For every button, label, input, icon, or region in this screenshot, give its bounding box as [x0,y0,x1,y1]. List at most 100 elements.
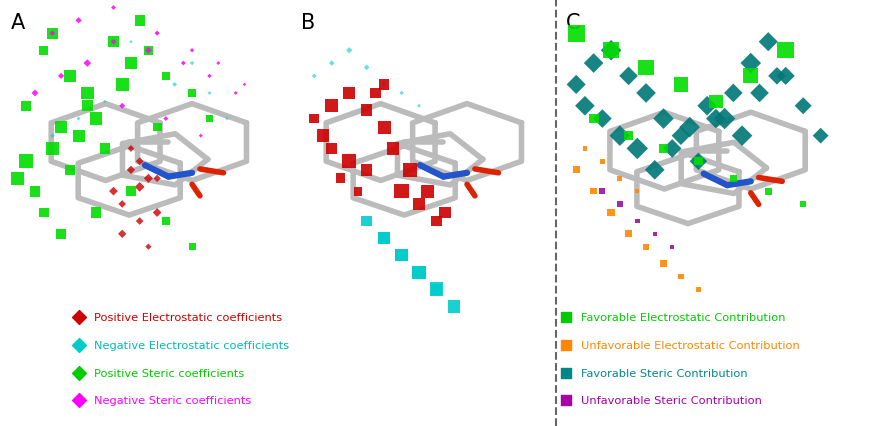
Point [622,231,636,238]
Point [595,158,609,165]
Point [115,103,129,110]
Point [54,124,68,131]
Point [691,158,705,165]
Point [718,116,732,123]
Point [377,82,391,89]
Point [430,286,443,293]
Point [569,82,583,89]
Point [150,124,164,131]
Point [237,82,251,89]
Point [604,48,618,55]
Point [37,210,51,216]
Point [229,90,243,97]
Point [395,252,409,259]
Point [185,48,199,55]
Point [395,252,409,259]
Point [124,39,138,46]
Point [342,48,356,55]
Text: C: C [566,13,581,33]
Point [203,73,217,80]
Point [691,286,705,293]
Point [89,210,103,216]
Point [150,31,164,37]
Point [412,103,426,110]
Point [559,369,573,376]
Point [19,103,33,110]
Text: Positive Electrostatic coefficients: Positive Electrostatic coefficients [94,312,282,322]
Point [578,146,592,153]
Point [395,90,409,97]
Point [28,188,42,195]
Text: B: B [301,13,315,33]
Point [72,18,86,25]
Point [203,116,217,123]
Point [656,116,670,123]
Point [648,167,662,174]
Point [368,90,382,97]
Text: Negative Electrostatic coefficients: Negative Electrostatic coefficients [94,340,290,350]
Point [150,210,164,216]
Text: A: A [10,13,24,33]
Point [141,48,155,55]
Point [622,133,636,140]
Point [656,146,670,153]
Point [307,73,321,80]
Text: Favorable Electrostatic Contribution: Favorable Electrostatic Contribution [581,312,786,322]
Point [744,60,758,67]
Point [45,31,59,37]
Point [587,116,601,123]
Point [307,116,321,123]
Point [107,39,120,46]
Point [421,188,435,195]
Point [412,269,426,276]
Point [185,60,199,67]
Point [569,31,583,37]
Point [220,116,234,123]
Point [72,116,86,123]
Point [107,188,120,195]
Point [770,73,784,80]
Point [185,244,199,250]
Point [412,201,426,208]
Point [613,176,627,182]
Point [377,124,391,131]
Point [569,167,583,174]
Point [735,133,749,140]
Point [360,218,374,225]
Point [98,146,112,153]
Point [360,65,374,72]
Text: Unfavorable Electrostatic Contribution: Unfavorable Electrostatic Contribution [581,340,801,350]
Point [141,48,155,55]
Point [796,103,810,110]
Point [613,201,627,208]
Point [665,146,679,153]
Point [683,124,697,131]
Point [133,184,147,191]
Point [54,231,68,238]
Point [351,188,365,195]
Point [115,231,129,238]
Text: Unfavorable Steric Contribution: Unfavorable Steric Contribution [581,395,762,406]
Point [80,103,94,110]
Point [779,73,793,80]
Point [726,90,740,97]
Point [674,133,688,140]
Point [98,99,112,106]
Point [194,133,208,140]
Point [403,167,417,174]
Point [72,397,86,404]
Point [744,73,758,80]
Point [622,73,636,80]
Point [28,90,42,97]
Point [438,210,452,216]
Point [648,231,662,238]
Point [133,158,147,165]
Point [80,60,94,67]
Point [630,218,644,225]
Point [412,269,426,276]
Point [613,133,627,140]
Text: Positive Steric coefficients: Positive Steric coefficients [94,368,244,378]
Point [630,146,644,153]
Point [63,73,77,80]
Point [19,158,33,165]
